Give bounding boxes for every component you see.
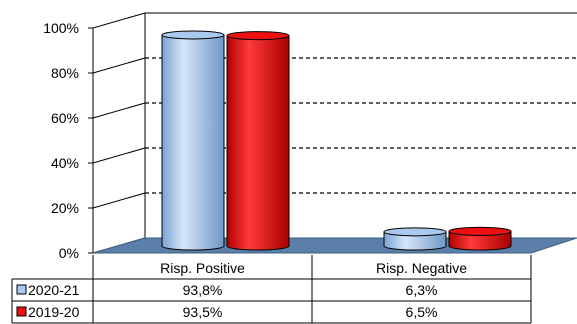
data-table-value: 93,8% [183, 282, 223, 298]
x-category-label: Risp. Positive [160, 260, 245, 276]
bar-2019-20-0 [226, 31, 290, 251]
bar-body [448, 230, 512, 251]
gridline-side [92, 102, 146, 119]
data-table-value: 6,5% [406, 304, 438, 320]
bar-body [161, 34, 225, 251]
y-tick-label: 100% [43, 20, 79, 36]
bar-2020-21-1 [383, 227, 447, 251]
bar-body [383, 231, 447, 251]
bar-top [226, 31, 290, 41]
bar-top [448, 226, 512, 236]
bar-2019-20-1 [448, 226, 512, 251]
legend-swatch [16, 306, 27, 317]
gridline-side [92, 57, 146, 74]
y-axis-ticks: 0% 20% 40% 60% 80% 100% [43, 20, 93, 261]
bar-top [161, 30, 225, 40]
y-tick-label: 20% [51, 200, 79, 216]
gridline-side [92, 147, 146, 164]
y-tick-label: 60% [51, 110, 79, 126]
data-table-value: 93,5% [183, 304, 223, 320]
data-table-value: 6,3% [406, 282, 438, 298]
legend-swatch [16, 284, 27, 295]
side-wall [92, 12, 146, 254]
y-tick-label: 0% [59, 245, 79, 261]
y-tick-label: 40% [51, 155, 79, 171]
chart-walls [92, 12, 577, 254]
bar-2020-21-0 [161, 30, 225, 251]
data-table: Risp. Positive Risp. Negative 2020-21 93,8%… [11, 255, 532, 324]
bars [161, 30, 512, 251]
y-tick-label: 80% [51, 65, 79, 81]
bar-body [226, 35, 290, 251]
x-category-label: Risp. Negative [376, 260, 467, 276]
bar-top [383, 227, 447, 237]
legend-label: 2020-21 [28, 282, 80, 298]
gridline-side [92, 192, 146, 209]
legend-label: 2019-20 [28, 304, 80, 320]
